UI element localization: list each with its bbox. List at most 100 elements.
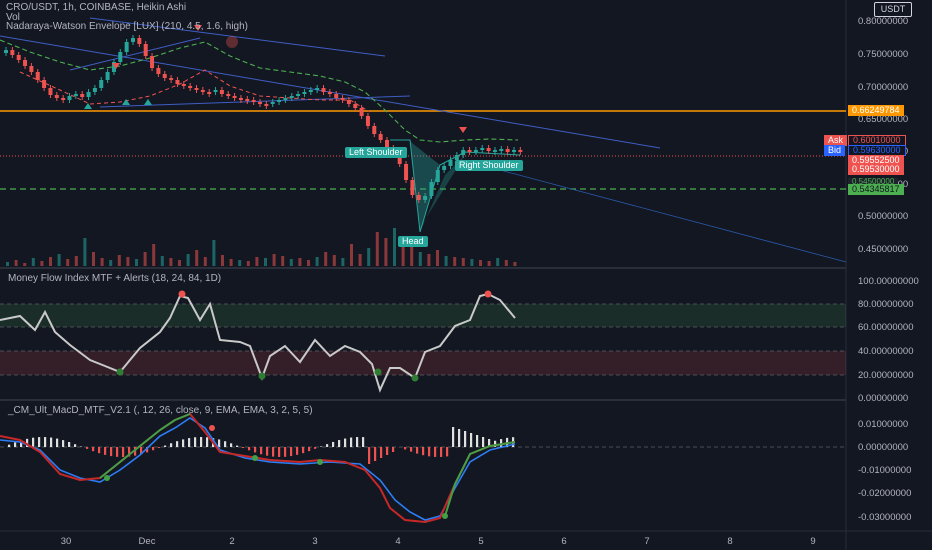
time-axis-label: 9 <box>810 536 815 547</box>
candle-body <box>80 94 85 97</box>
macd-hist-bar <box>314 447 317 449</box>
macd-hist-bar <box>350 437 353 447</box>
candle-body <box>73 94 78 96</box>
macd-hist-bar <box>152 447 155 451</box>
candle-body <box>385 140 389 148</box>
mfi-line <box>0 292 516 393</box>
macd-hist-bar <box>218 439 221 447</box>
candle-body <box>512 150 516 152</box>
volume-bar <box>307 260 310 266</box>
macd-line-up-segment-2 <box>444 441 516 517</box>
volume-bar <box>117 255 121 266</box>
macd-hist-bar <box>236 445 239 447</box>
time-axis-label: 8 <box>727 536 732 547</box>
macd-hist-bar <box>368 447 371 464</box>
candle-body <box>86 92 91 97</box>
macd-hist-bar <box>476 435 479 447</box>
envelope-indicator-label[interactable]: Nadaraya-Watson Envelope [LUX] (210, 4.5… <box>6 21 248 32</box>
candle-body <box>505 149 510 152</box>
macd-hist-bar <box>494 440 497 447</box>
candle-body <box>150 56 155 68</box>
sell-marker <box>112 63 120 69</box>
volume-bar <box>281 256 285 266</box>
volume-bar <box>358 254 362 266</box>
macd-hist-bar <box>14 442 17 447</box>
macd-hist-bar <box>56 438 59 447</box>
macd-hist-bar <box>332 441 335 447</box>
last-price-tag-2: 0.59530000 <box>848 164 904 175</box>
macd-hist-bar <box>422 447 425 456</box>
volume-bar <box>66 259 70 266</box>
macd-hist-bar <box>194 437 197 447</box>
candle-body <box>99 80 104 88</box>
volume-bar <box>135 259 138 266</box>
symbol-title[interactable]: CRO/USDT, 1h, COINBASE, Heikin Ashi <box>6 2 187 13</box>
macd-hist-bar <box>470 433 473 447</box>
mfi-indicator-title[interactable]: Money Flow Index MTF + Alerts (18, 24, 8… <box>8 273 222 284</box>
volume-bar <box>31 258 35 266</box>
volume-bar <box>238 260 242 266</box>
price-axis-label: 0.50000000 <box>858 211 908 222</box>
macd-axis-label: 0.00000000 <box>858 442 908 453</box>
macd-hist-bar <box>308 447 311 452</box>
candle-body <box>423 196 428 200</box>
volume-bar <box>384 238 388 266</box>
volume-bar <box>255 257 259 266</box>
macd-line <box>0 412 516 524</box>
volume-bar <box>57 254 61 266</box>
blue-trendline-left <box>69 37 201 71</box>
candle-body <box>200 90 205 92</box>
candle-body <box>207 92 212 94</box>
candle-body <box>346 100 351 104</box>
candle-body <box>156 68 161 74</box>
candle-body <box>143 44 148 56</box>
macd-hist-bar <box>374 447 377 461</box>
macd-hist-bar <box>320 446 323 447</box>
time-axis-label: 6 <box>561 536 566 547</box>
macd-hist-bar <box>206 437 209 447</box>
macd-hist-bar <box>224 441 227 447</box>
envelope-upper-line <box>0 39 519 143</box>
macd-indicator-title[interactable]: _CM_Ult_MacD_MTF_V2.1 (, 12, 26, close, … <box>8 405 313 416</box>
macd-hist-bar <box>182 439 185 447</box>
macd-hist-bar <box>20 440 23 447</box>
macd-hist-bar <box>500 439 503 447</box>
candle-body <box>283 98 288 100</box>
macd-hist-bar <box>326 444 329 447</box>
candle-body <box>54 95 59 98</box>
mfi-axis-label: 60.00000000 <box>858 322 913 333</box>
macd-hist-bar <box>44 437 47 447</box>
candlestick-series <box>4 35 523 203</box>
macd-hist-bar <box>110 447 113 457</box>
volume-bar <box>14 260 18 266</box>
volume-bar <box>453 257 457 266</box>
candle-body <box>448 160 453 166</box>
volume-indicator-label[interactable]: Vol <box>6 12 20 23</box>
mfi-overbought-dot <box>484 290 492 298</box>
macd-hist-bar <box>164 445 167 447</box>
volume-bar <box>427 254 431 266</box>
candle-body <box>213 90 218 92</box>
candle-body <box>42 80 47 88</box>
candle-body <box>67 96 72 100</box>
macd-hist-bar <box>86 447 89 449</box>
macd-hist-bar <box>230 443 233 447</box>
candle-body <box>499 149 504 151</box>
candle-body <box>473 150 478 152</box>
candle-body <box>226 94 231 96</box>
currency-button[interactable]: USDT <box>874 2 912 17</box>
candle-body <box>404 164 409 180</box>
macd-hist-bar <box>482 437 485 447</box>
buy-marker <box>84 103 92 109</box>
volume-bar <box>504 260 508 266</box>
macd-hist-bar <box>446 447 449 457</box>
mfi-axis-label: 0.00000000 <box>858 393 908 404</box>
candle-body <box>308 90 313 92</box>
candle-body <box>35 72 40 80</box>
candle-body <box>365 116 370 126</box>
candle-body <box>105 72 110 80</box>
volume-bar <box>143 252 147 266</box>
bid-label: Bid <box>824 145 846 156</box>
macd-hist-bar <box>440 447 443 457</box>
